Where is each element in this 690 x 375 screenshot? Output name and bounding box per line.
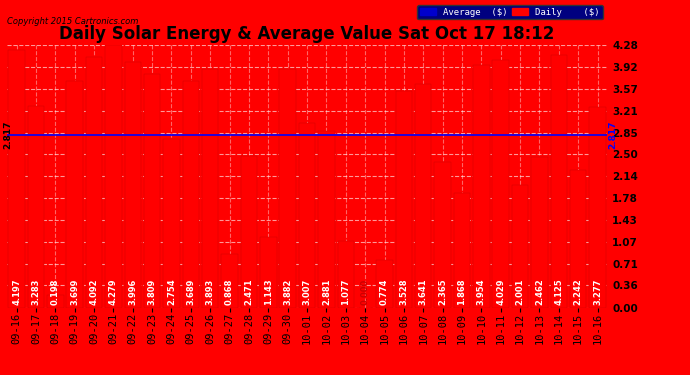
Bar xyxy=(144,74,160,308)
Bar xyxy=(279,69,296,308)
Text: 4.197: 4.197 xyxy=(12,279,21,305)
Bar xyxy=(183,81,199,308)
Text: 2.365: 2.365 xyxy=(438,278,447,305)
Bar xyxy=(164,139,179,308)
Text: 1.077: 1.077 xyxy=(342,279,351,305)
Text: 3.893: 3.893 xyxy=(206,279,215,305)
Bar xyxy=(415,84,431,308)
Title: Daily Solar Energy & Average Value Sat Oct 17 18:12: Daily Solar Energy & Average Value Sat O… xyxy=(59,26,555,44)
Bar xyxy=(241,156,257,308)
Text: 3.954: 3.954 xyxy=(477,279,486,305)
Text: 1.868: 1.868 xyxy=(457,279,466,305)
Bar xyxy=(551,54,567,307)
Text: 2.242: 2.242 xyxy=(573,278,582,305)
Text: 1.143: 1.143 xyxy=(264,278,273,305)
Text: 3.809: 3.809 xyxy=(148,279,157,305)
Bar xyxy=(570,170,586,308)
Text: 3.277: 3.277 xyxy=(593,279,602,305)
Text: Copyright 2015 Cartronics.com: Copyright 2015 Cartronics.com xyxy=(7,17,138,26)
Text: 2.817: 2.817 xyxy=(609,120,618,149)
Text: 0.000: 0.000 xyxy=(361,279,370,305)
Bar xyxy=(66,81,83,308)
Text: 3.007: 3.007 xyxy=(302,279,312,305)
Bar xyxy=(260,237,277,308)
Legend: Average  ($), Daily    ($): Average ($), Daily ($) xyxy=(417,5,602,19)
Bar xyxy=(318,131,335,308)
Bar xyxy=(512,185,529,308)
Text: 3.996: 3.996 xyxy=(128,279,137,305)
Bar xyxy=(105,45,121,308)
Text: 3.689: 3.689 xyxy=(186,279,195,305)
Bar xyxy=(493,60,509,308)
Bar xyxy=(47,296,63,307)
Text: 4.092: 4.092 xyxy=(90,279,99,305)
Text: 3.283: 3.283 xyxy=(32,279,41,305)
Text: 3.699: 3.699 xyxy=(70,279,79,305)
Text: 3.641: 3.641 xyxy=(419,278,428,305)
Text: 3.528: 3.528 xyxy=(400,279,408,305)
Text: 4.029: 4.029 xyxy=(496,279,505,305)
Text: 0.868: 0.868 xyxy=(225,279,234,305)
Text: 3.882: 3.882 xyxy=(283,279,292,305)
Bar xyxy=(28,106,44,307)
Bar xyxy=(8,50,25,308)
Bar xyxy=(376,260,393,308)
Bar xyxy=(86,57,102,308)
Bar xyxy=(337,242,354,308)
Text: 2.754: 2.754 xyxy=(167,278,176,305)
Bar xyxy=(395,91,412,308)
Text: 2.462: 2.462 xyxy=(535,278,544,305)
Bar xyxy=(435,162,451,308)
Text: 4.279: 4.279 xyxy=(109,279,118,305)
Bar xyxy=(202,69,219,308)
Bar xyxy=(124,62,141,308)
Text: 2.881: 2.881 xyxy=(322,279,331,305)
Bar xyxy=(454,193,470,308)
Text: 2.471: 2.471 xyxy=(244,278,253,305)
Text: 0.198: 0.198 xyxy=(51,279,60,305)
Bar xyxy=(221,254,238,308)
Bar xyxy=(531,156,548,308)
Text: 2.001: 2.001 xyxy=(515,279,524,305)
Bar xyxy=(473,65,490,308)
Text: 2.817: 2.817 xyxy=(3,120,12,149)
Text: 4.125: 4.125 xyxy=(554,278,563,305)
Bar xyxy=(299,123,315,308)
Text: 0.774: 0.774 xyxy=(380,279,389,305)
Bar xyxy=(589,106,606,308)
